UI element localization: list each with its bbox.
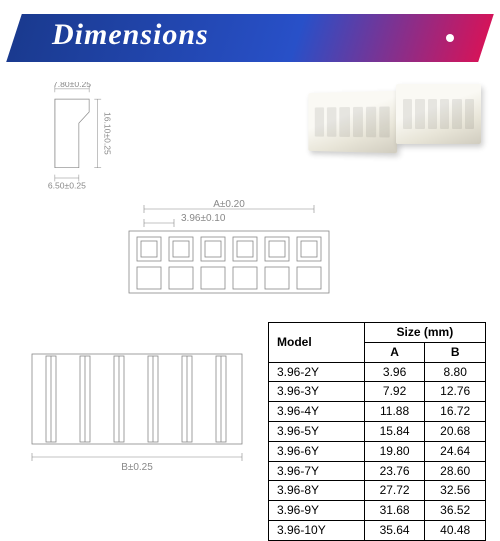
cell-a: 35.64: [364, 520, 425, 540]
table-row: 3.96-6Y19.8024.64: [269, 441, 486, 461]
cell-b: 8.80: [425, 362, 486, 382]
cell-b: 20.68: [425, 421, 486, 441]
title-banner: Dimensions: [14, 14, 486, 62]
cell-model: 3.96-10Y: [269, 520, 365, 540]
cell-b: 28.60: [425, 461, 486, 481]
table-row: 3.96-5Y15.8420.68: [269, 421, 486, 441]
cell-model: 3.96-7Y: [269, 461, 365, 481]
cell-a: 3.96: [364, 362, 425, 382]
cell-model: 3.96-5Y: [269, 421, 365, 441]
cell-a: 23.76: [364, 461, 425, 481]
cell-a: 19.80: [364, 441, 425, 461]
banner-title: Dimensions: [52, 18, 209, 52]
dim-base-side: 6.50±0.25: [48, 180, 86, 190]
table-row: 3.96-4Y11.8816.72: [269, 402, 486, 422]
diagrams-area: 7.80±0.25 16.10±0.25 6.50±0.25: [14, 74, 486, 486]
table-row: 3.96-3Y7.9212.76: [269, 382, 486, 402]
table-header-a: A: [364, 342, 425, 362]
table-header-size: Size (mm): [364, 323, 485, 343]
cell-model: 3.96-2Y: [269, 362, 365, 382]
table-row: 3.96-10Y35.6440.48: [269, 520, 486, 540]
cell-b: 40.48: [425, 520, 486, 540]
cell-a: 15.84: [364, 421, 425, 441]
cell-b: 24.64: [425, 441, 486, 461]
cell-b: 16.72: [425, 402, 486, 422]
size-table: Model Size (mm) A B 3.96-2Y3.968.803.96-…: [268, 322, 486, 541]
connector-photo-area: [286, 74, 486, 184]
cell-b: 12.76: [425, 382, 486, 402]
connector-photo-2: [396, 84, 481, 144]
connector-photo-1: [308, 91, 397, 153]
cell-a: 7.92: [364, 382, 425, 402]
cell-b: 36.52: [425, 501, 486, 521]
dim-width-top: 7.80±0.25: [53, 82, 91, 89]
table-header-b: B: [425, 342, 486, 362]
cell-b: 32.56: [425, 481, 486, 501]
dim-height-side: 16.10±0.25: [103, 112, 113, 155]
front-view-drawing: A±0.20 3.96±0.10: [119, 199, 339, 299]
cell-a: 31.68: [364, 501, 425, 521]
dim-pitch: 3.96±0.10: [181, 213, 226, 224]
bottom-view-drawing: B±0.25: [22, 344, 252, 474]
cell-model: 3.96-9Y: [269, 501, 365, 521]
dim-length-b: B±0.25: [121, 462, 153, 473]
table-row: 3.96-8Y27.7232.56: [269, 481, 486, 501]
table-row: 3.96-7Y23.7628.60: [269, 461, 486, 481]
cell-model: 3.96-3Y: [269, 382, 365, 402]
banner-dot-icon: [446, 34, 454, 42]
table-row: 3.96-9Y31.6836.52: [269, 501, 486, 521]
cell-model: 3.96-8Y: [269, 481, 365, 501]
cell-a: 11.88: [364, 402, 425, 422]
table-row: 3.96-2Y3.968.80: [269, 362, 486, 382]
cell-model: 3.96-6Y: [269, 441, 365, 461]
cell-model: 3.96-4Y: [269, 402, 365, 422]
cell-a: 27.72: [364, 481, 425, 501]
table-header-model: Model: [269, 323, 365, 363]
side-profile-drawing: 7.80±0.25 16.10±0.25 6.50±0.25: [22, 82, 122, 202]
dim-length-a: A±0.20: [213, 199, 245, 210]
